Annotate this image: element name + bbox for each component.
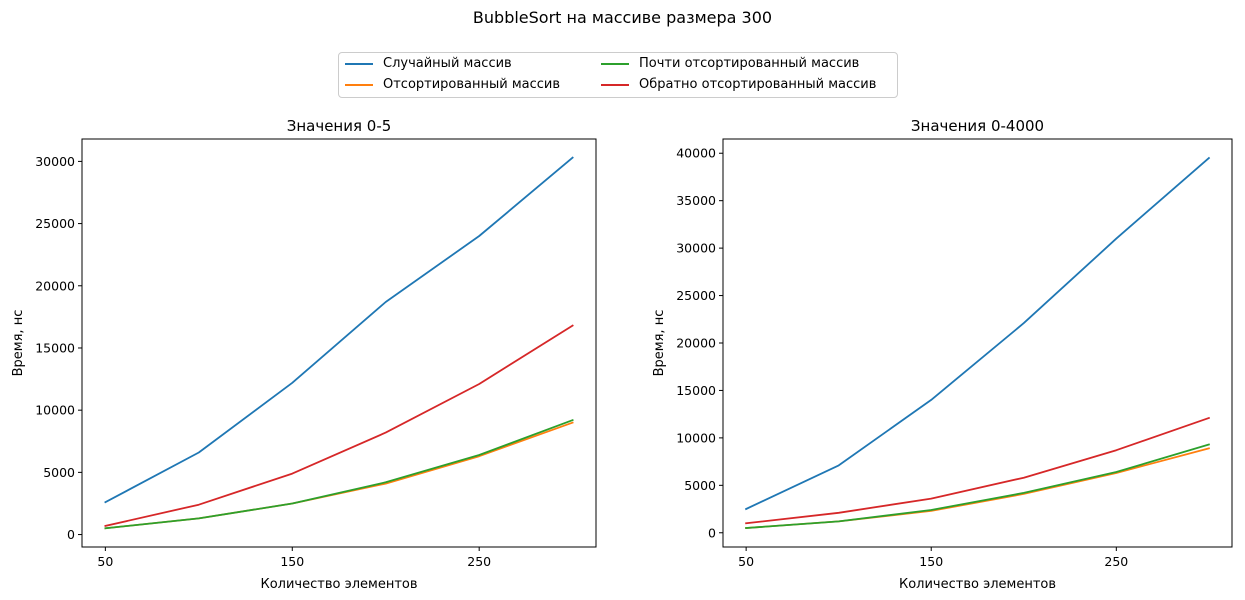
panel-title: Значения 0-5 [287,117,392,135]
y-tick-label: 5000 [684,478,716,493]
y-tick-label: 20000 [676,336,716,351]
legend-swatch-almost-sorted [601,63,629,65]
legend-label-reverse-sorted: Обратно отсортированный массив [639,77,877,92]
x-tick-label: 50 [97,554,113,569]
legend-swatch-reverse-sorted [601,84,629,86]
x-tick-label: 50 [738,554,754,569]
series-line-sorted [104,421,574,530]
y-tick-label: 5000 [43,465,75,480]
series-line-reverse-sorted [104,324,574,527]
y-tick-label: 15000 [35,340,75,355]
chart-panel-2: 50 150 250 0 5000 10000 15000 20000 25000 30000 35… [652,117,1233,592]
y-tick-label: 25000 [676,288,716,303]
legend-label-almost-sorted: Почти отсортированный массив [639,56,860,71]
y-tick-label: 35000 [676,193,716,208]
figure-title: BubbleSort на массиве размера 300 [472,8,773,27]
series-line-almost-sorted [745,443,1211,529]
y-tick-label: 25000 [35,216,75,231]
x-tick-label: 150 [919,554,943,569]
chart-panel-1: 50 150 250 0 5000 10000 15000 20000 25000 30000 Зн… [11,117,597,592]
series-line-almost-sorted [104,418,574,530]
x-tick-label: 250 [467,554,491,569]
legend-swatch-sorted [345,84,373,86]
legend-label-sorted: Отсортированный массив [383,77,561,92]
series-line-reverse-sorted [745,416,1211,525]
axes-frame [722,138,1233,548]
x-axis-label: Количество элементов [260,577,417,592]
y-tick-label: 15000 [676,383,716,398]
y-tick-label: 40000 [676,146,716,161]
y-tick-label: 10000 [35,403,75,418]
y-tick-label: 10000 [676,430,716,445]
y-tick-label: 20000 [35,278,75,293]
legend: Случайный массив Отсортированный массив … [338,52,898,98]
y-axis-label: Время, нс [11,310,26,377]
y-tick-label: 0 [708,525,716,540]
x-axis-label: Количество элементов [899,577,1056,592]
legend-label-random: Случайный массив [383,56,512,71]
x-tick-label: 250 [1104,554,1128,569]
axes-frame [81,138,597,548]
y-tick-label: 30000 [676,241,716,256]
series-line-random [744,156,1211,511]
y-axis-label: Время, нс [652,310,667,377]
y-tick-label: 30000 [35,154,75,169]
y-tick-label: 0 [67,527,75,542]
legend-swatch-random [345,63,373,65]
x-tick-label: 150 [280,554,304,569]
series-line-random [104,156,574,504]
panel-title: Значения 0-4000 [911,117,1044,135]
